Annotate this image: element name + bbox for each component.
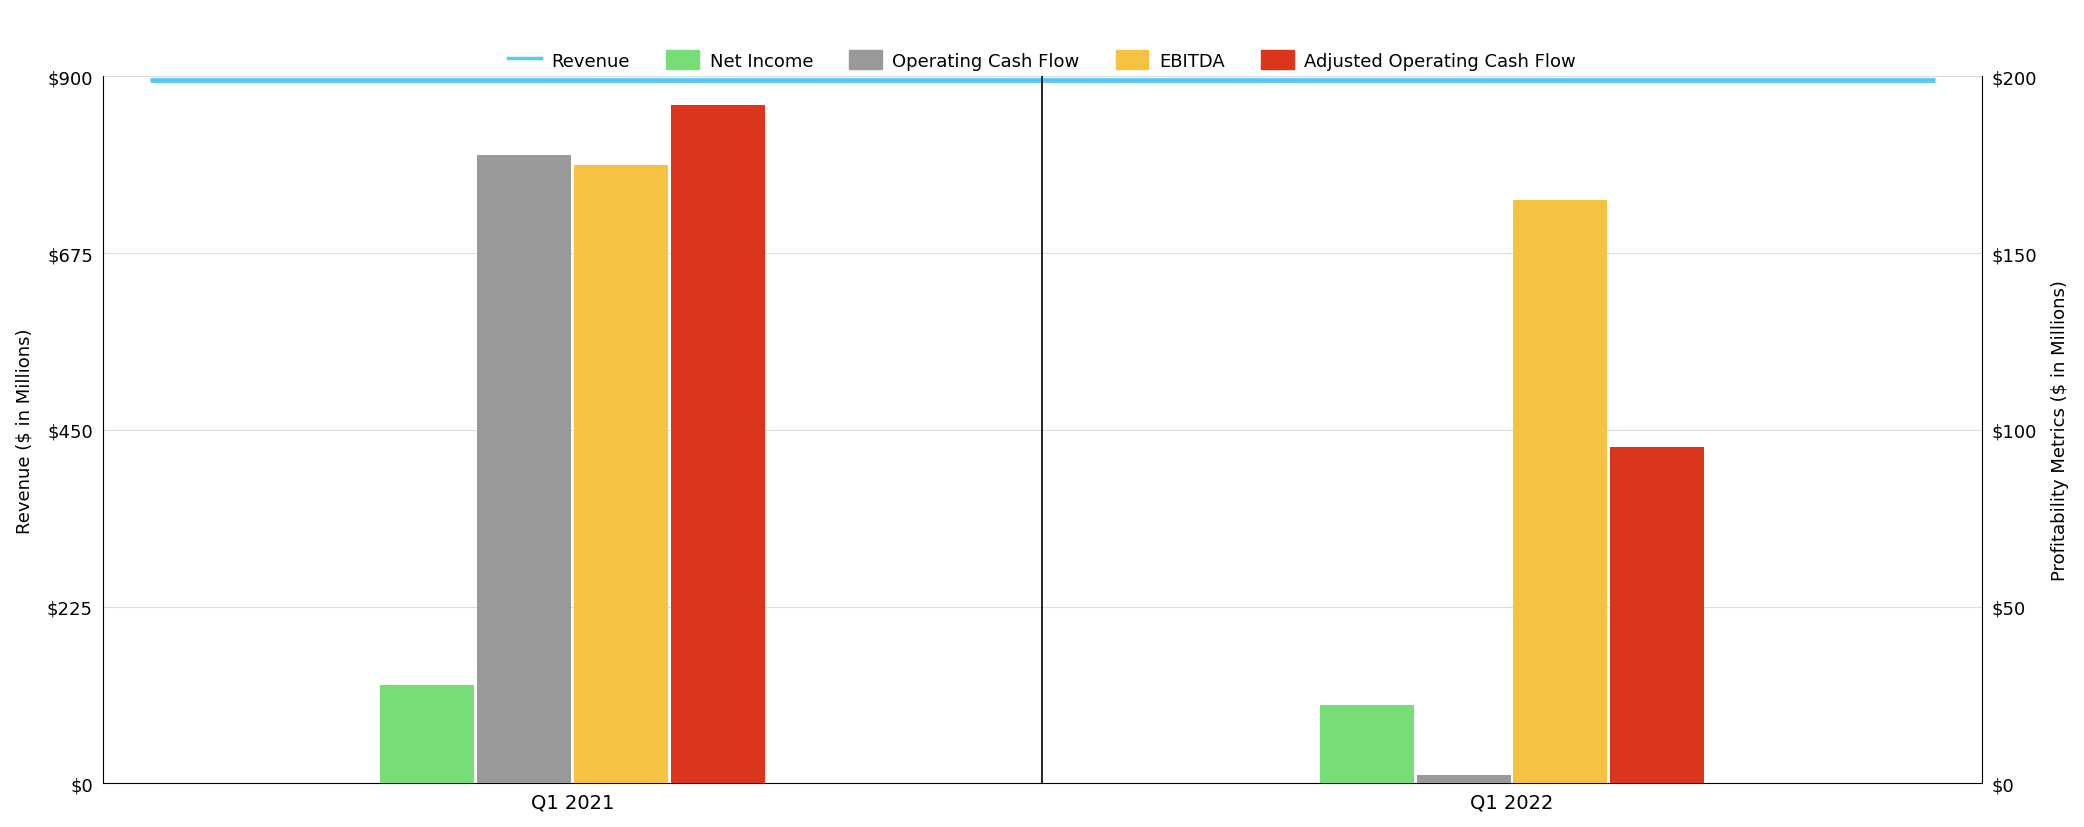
Bar [477,155,571,783]
Bar [1417,776,1511,783]
Bar [671,106,765,783]
Bar [1319,705,1413,783]
Bar [1513,201,1607,783]
Y-axis label: Profitability Metrics ($ in Millions): Profitability Metrics ($ in Millions) [2051,280,2069,581]
Legend: Revenue, Net Income, Operating Cash Flow, EBITDA, Adjusted Operating Cash Flow: Revenue, Net Income, Operating Cash Flow… [500,44,1584,78]
Bar [573,165,667,783]
Bar [379,686,475,783]
Y-axis label: Revenue ($ in Millions): Revenue ($ in Millions) [15,327,33,533]
Bar [1611,448,1705,783]
